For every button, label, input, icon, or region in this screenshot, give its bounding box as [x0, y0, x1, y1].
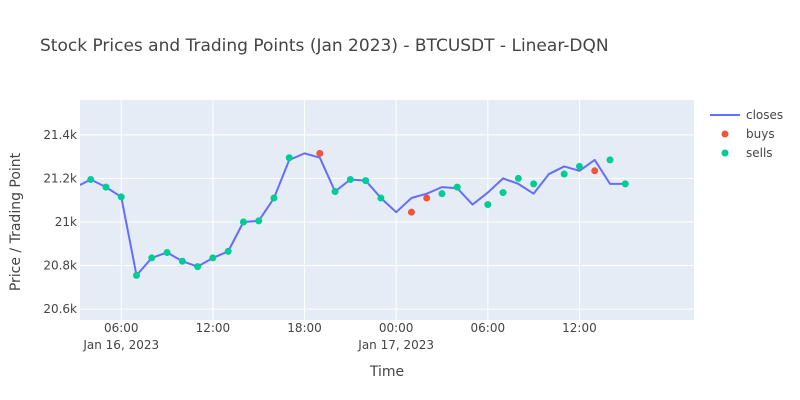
data-point-sells[interactable]: [606, 156, 614, 164]
legend-item-sells[interactable]: sells: [721, 146, 773, 160]
y-axis-ticks: 20.6k 20.8k 21k 21.2k 21.4k: [43, 128, 77, 316]
grid-lines: [80, 100, 694, 320]
data-point-sells[interactable]: [438, 190, 446, 198]
data-point-sells[interactable]: [362, 177, 370, 185]
data-point-buys[interactable]: [423, 194, 431, 202]
legend-label: closes: [746, 108, 783, 122]
x-axis-ticks: 06:00 Jan 16, 2023 12:00 18:00 00:00 Jan 17, …: [82, 321, 596, 352]
data-point-buys[interactable]: [591, 167, 599, 175]
data-point-sells[interactable]: [575, 162, 583, 170]
legend-label: sells: [746, 146, 773, 160]
data-point-sells[interactable]: [346, 176, 354, 184]
x-tick-label: 18:00: [287, 321, 322, 335]
data-point-sells[interactable]: [239, 218, 247, 226]
y-tick-label: 21k: [55, 215, 77, 229]
data-point-sells[interactable]: [255, 217, 263, 225]
data-point-sells[interactable]: [331, 187, 339, 195]
data-point-sells[interactable]: [285, 154, 293, 162]
x-tick-date-label: Jan 17, 2023: [357, 338, 434, 352]
x-tick-label: 12:00: [196, 321, 231, 335]
data-point-sells[interactable]: [270, 194, 278, 202]
x-tick-date-label: Jan 16, 2023: [82, 338, 159, 352]
data-point-sells[interactable]: [453, 183, 461, 191]
x-tick-label: 06:00: [104, 321, 139, 335]
x-tick-label: 00:00: [379, 321, 414, 335]
data-point-sells[interactable]: [224, 247, 232, 255]
x-tick-label: 06:00: [471, 321, 506, 335]
y-tick-label: 20.6k: [43, 302, 77, 316]
legend-label: buys: [746, 127, 775, 141]
data-point-sells[interactable]: [163, 248, 171, 256]
x-tick-label: 12:00: [562, 321, 597, 335]
data-point-sells[interactable]: [499, 189, 507, 197]
y-axis-title: Price / Trading Point: [8, 152, 24, 291]
legend-item-buys[interactable]: buys: [721, 127, 775, 141]
data-point-sells[interactable]: [117, 193, 125, 201]
legend[interactable]: closes buys sells: [710, 108, 783, 160]
data-point-sells[interactable]: [102, 183, 110, 191]
y-tick-label: 21.2k: [43, 171, 77, 185]
data-point-sells[interactable]: [530, 180, 538, 188]
data-point-buys[interactable]: [316, 149, 324, 157]
data-point-sells[interactable]: [377, 194, 385, 202]
legend-swatch: [721, 149, 729, 157]
data-point-sells[interactable]: [209, 254, 217, 262]
plot-area: [80, 100, 694, 320]
y-tick-label: 21.4k: [43, 128, 77, 142]
legend-item-closes[interactable]: closes: [710, 108, 783, 122]
chart-title: Stock Prices and Trading Points (Jan 202…: [40, 36, 609, 56]
data-point-sells[interactable]: [87, 176, 95, 184]
y-tick-label: 20.8k: [43, 259, 77, 273]
x-axis-title: Time: [369, 364, 404, 380]
legend-swatch: [721, 130, 729, 138]
data-point-sells[interactable]: [133, 271, 141, 279]
data-point-sells[interactable]: [194, 263, 202, 271]
data-point-sells[interactable]: [621, 180, 629, 188]
data-point-sells[interactable]: [178, 257, 186, 265]
series-layer: [80, 149, 629, 279]
data-point-sells[interactable]: [148, 254, 156, 262]
data-point-sells[interactable]: [560, 170, 568, 178]
data-point-sells[interactable]: [514, 174, 522, 182]
data-point-buys[interactable]: [407, 208, 415, 216]
data-point-sells[interactable]: [484, 201, 492, 209]
